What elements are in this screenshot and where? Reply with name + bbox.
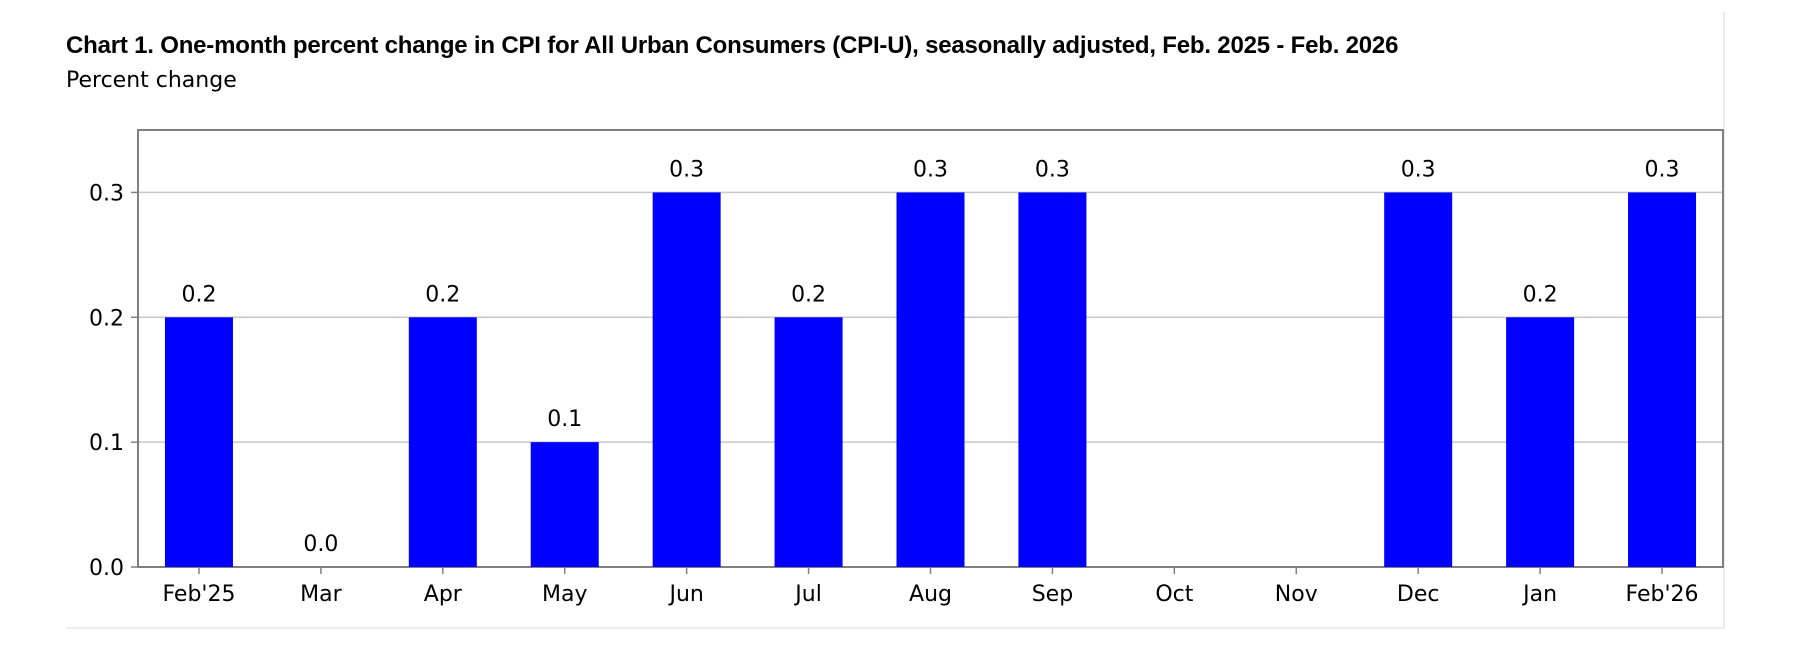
- y-tick-label: 0.0: [89, 556, 124, 581]
- data-label: 0.0: [303, 532, 338, 557]
- y-tick-label: 0.3: [89, 181, 124, 206]
- bar: [164, 317, 233, 567]
- bar: [1018, 192, 1087, 567]
- x-tick-label: Sep: [1032, 582, 1073, 607]
- x-tick-label: Dec: [1397, 582, 1440, 607]
- data-label: 0.3: [913, 157, 948, 182]
- bar: [1506, 317, 1575, 567]
- x-tick-label: Apr: [424, 582, 463, 607]
- bar: [652, 192, 721, 567]
- x-tick-label: Nov: [1275, 582, 1318, 607]
- bar: [1628, 192, 1697, 567]
- chart-title: Chart 1. One-month percent change in CPI…: [66, 32, 1399, 59]
- x-tick-label: Jul: [793, 582, 822, 607]
- data-label: 0.2: [425, 282, 460, 307]
- chart-subtitle: Percent change: [66, 68, 237, 93]
- data-label: 0.3: [1645, 157, 1680, 182]
- data-label: 0.2: [181, 282, 216, 307]
- data-label: 0.3: [669, 157, 704, 182]
- x-tick-label: May: [542, 582, 587, 607]
- x-tick-label: Feb'26: [1626, 582, 1699, 607]
- bar: [1384, 192, 1453, 567]
- data-label: 0.3: [1401, 157, 1436, 182]
- data-label: 0.2: [791, 282, 826, 307]
- x-tick-label: Oct: [1155, 582, 1193, 607]
- y-tick-label: 0.1: [89, 431, 124, 456]
- data-label: 0.1: [547, 407, 582, 432]
- data-label: 0.2: [1523, 282, 1558, 307]
- data-label: 0.3: [1035, 157, 1070, 182]
- x-tick-label: Aug: [909, 582, 952, 607]
- bar: [408, 317, 477, 567]
- bar: [896, 192, 965, 567]
- bar: [530, 442, 599, 567]
- x-tick-label: Jun: [667, 582, 703, 607]
- x-tick-label: Mar: [300, 582, 342, 607]
- bar: [774, 317, 843, 567]
- x-tick-label: Feb'25: [162, 582, 235, 607]
- y-tick-label: 0.2: [89, 306, 124, 331]
- x-tick-label: Jan: [1521, 582, 1557, 607]
